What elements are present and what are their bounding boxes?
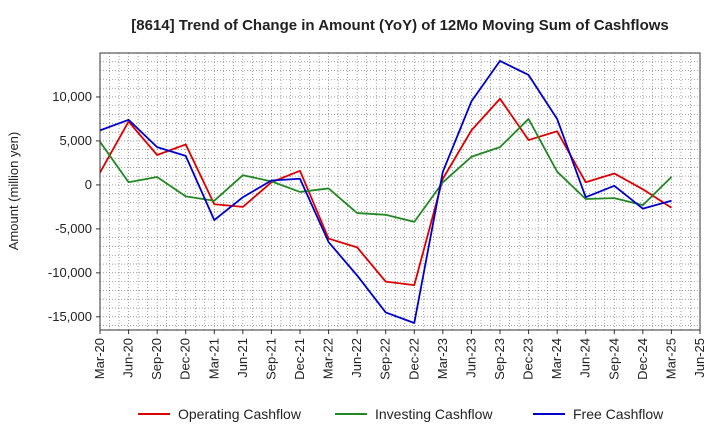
x-tick-label: Dec-20 bbox=[178, 338, 193, 380]
series-lines bbox=[99, 60, 673, 324]
x-tick-label: Mar-21 bbox=[206, 338, 221, 379]
legend-label-free-cashflow: Free Cashflow bbox=[573, 406, 664, 422]
x-tick-label: Mar-20 bbox=[92, 338, 107, 379]
series-line-free-cashflow bbox=[99, 60, 672, 324]
y-tick-label: 10,000 bbox=[52, 89, 92, 104]
x-tick-label: Jun-24 bbox=[578, 338, 593, 378]
y-tick-label: -15,000 bbox=[48, 309, 92, 324]
x-tick-label: Jun-20 bbox=[121, 338, 136, 378]
x-tick-label: Jun-25 bbox=[692, 338, 707, 378]
axis-ticks: -15,000 -10,000 -5,000 0 5,000 10,000 Mar-20 Ju… bbox=[48, 89, 707, 380]
y-axis-label: Amount (million yen) bbox=[6, 132, 21, 251]
x-tick-label: Jun-21 bbox=[235, 338, 250, 378]
x-tick-label: Mar-23 bbox=[435, 338, 450, 379]
legend-label-investing-cashflow: Investing Cashflow bbox=[375, 406, 493, 422]
x-tick-label: Mar-22 bbox=[321, 338, 336, 379]
y-tick-label: -5,000 bbox=[55, 221, 92, 236]
legend: Operating Cashflow Investing Cashflow Free… bbox=[138, 406, 664, 422]
y-tick-label: -10,000 bbox=[48, 265, 92, 280]
legend-label-operating-cashflow: Operating Cashflow bbox=[178, 406, 302, 422]
y-tick-label: 0 bbox=[85, 177, 92, 192]
x-tick-label: Mar-24 bbox=[549, 338, 564, 379]
series-line-operating-cashflow bbox=[99, 97, 672, 287]
x-tick-label: Dec-24 bbox=[635, 338, 650, 380]
x-tick-label: Dec-23 bbox=[521, 338, 536, 380]
grid bbox=[100, 53, 700, 330]
chart-title: [8614] Trend of Change in Amount (YoY) o… bbox=[131, 17, 669, 34]
x-tick-label: Mar-25 bbox=[663, 338, 678, 379]
x-tick-label: Sep-22 bbox=[378, 338, 393, 380]
x-tick-label: Dec-21 bbox=[292, 338, 307, 380]
plot-area-frame bbox=[99, 52, 701, 331]
x-tick-label: Sep-23 bbox=[492, 338, 507, 380]
x-tick-label: Dec-22 bbox=[406, 338, 421, 380]
x-tick-label: Sep-21 bbox=[263, 338, 278, 380]
x-tick-label: Sep-20 bbox=[149, 338, 164, 380]
series-line-investing-cashflow bbox=[99, 118, 673, 223]
x-tick-label: Jun-22 bbox=[349, 338, 364, 378]
x-tick-label: Jun-23 bbox=[463, 338, 478, 378]
x-tick-label: Sep-24 bbox=[606, 338, 621, 380]
y-tick-label: 5,000 bbox=[59, 133, 92, 148]
